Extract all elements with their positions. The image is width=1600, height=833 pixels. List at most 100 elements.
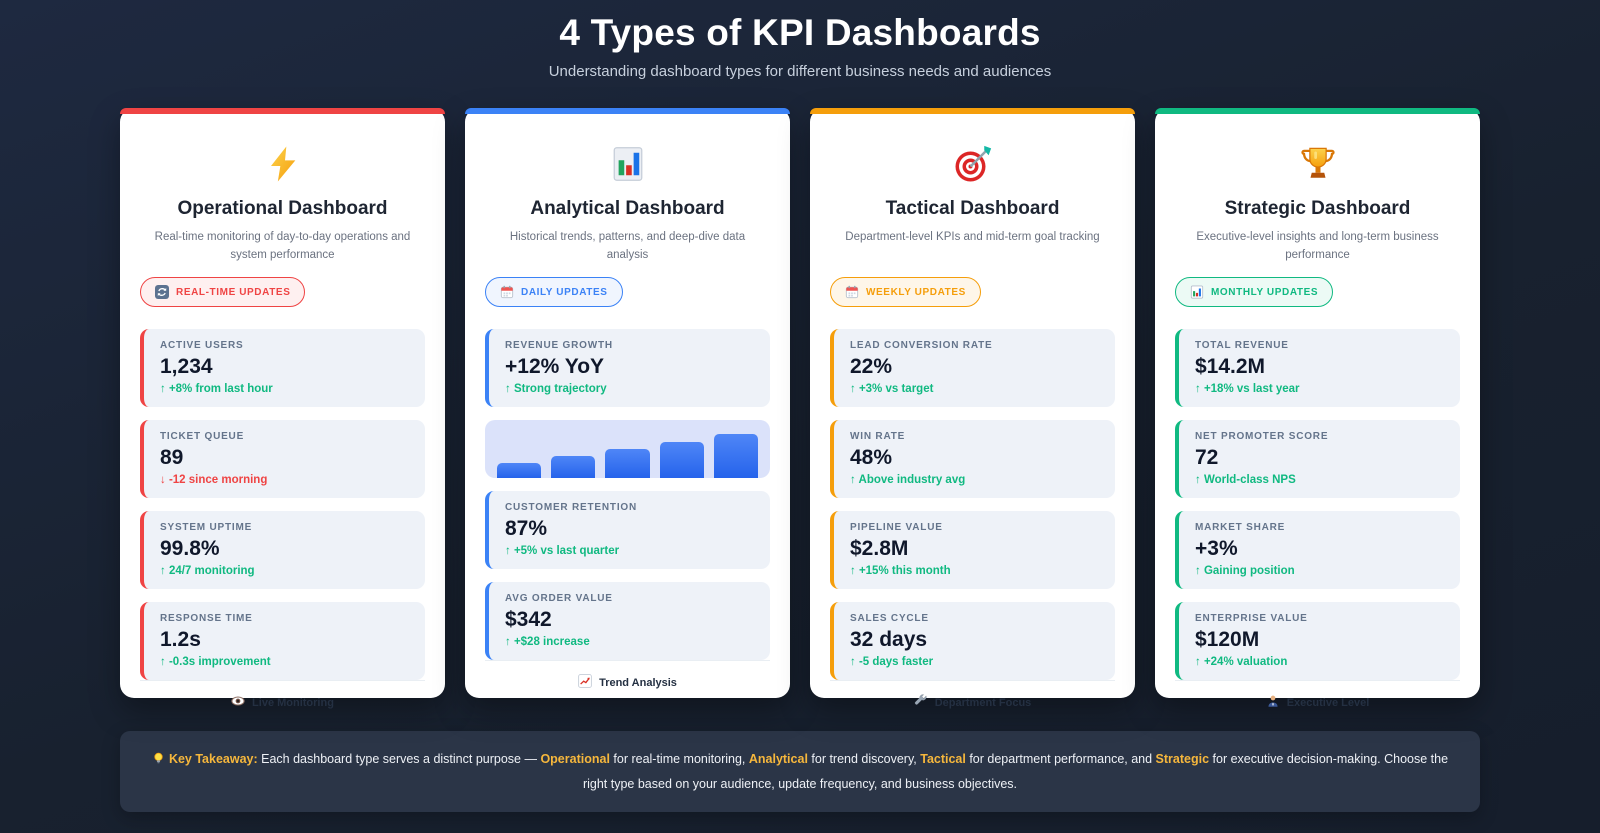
- update-frequency-badge: DAILY UPDATES: [485, 277, 623, 307]
- wrench-icon: [914, 694, 928, 711]
- executive-person-icon: [1266, 694, 1280, 711]
- card-description: Department-level KPIs and mid-term goal …: [845, 231, 1100, 243]
- metric-change: ↑ +18% vs last year: [1195, 383, 1300, 395]
- mini-bar-chart: [485, 420, 770, 478]
- takeaway-keyword-strategic: Strategic: [1155, 752, 1210, 766]
- badge-label: DAILY UPDATES: [521, 286, 608, 298]
- takeaway-keyword-tactical: Tactical: [920, 752, 966, 766]
- metric-label: SALES CYCLE: [850, 613, 929, 624]
- takeaway-text: for real-time monitoring,: [609, 752, 749, 766]
- mini-bar-chart-bars: [497, 430, 759, 478]
- takeaway-text: Each dashboard type serves a distinct pu…: [257, 752, 541, 766]
- card-description: Executive-level insights and long-term b…: [1196, 231, 1439, 261]
- card-accent-bar: [465, 108, 790, 114]
- metric-value: $342: [505, 608, 552, 631]
- metric-label: ENTERPRISE VALUE: [1195, 613, 1308, 624]
- metric-change: ↓ -12 since morning: [160, 474, 268, 486]
- bar-chart-icon: [608, 144, 648, 184]
- badge-label: MONTHLY UPDATES: [1211, 286, 1319, 298]
- takeaway-keyword-operational: Operational: [540, 752, 610, 766]
- card-footer-label: Department Focus: [934, 696, 1032, 709]
- calendar-icon: [845, 285, 859, 299]
- metric-value: 89: [160, 446, 184, 469]
- metric-value: 1.2s: [160, 628, 201, 651]
- metric-revenue-growth: REVENUE GROWTH +12% YoY ↑ Strong traject…: [485, 329, 770, 407]
- metric-value: 72: [1195, 446, 1219, 469]
- metric-value: +12% YoY: [505, 355, 605, 378]
- card-operational: Operational Dashboard Real-time monitori…: [120, 108, 445, 709]
- metric-label: MARKET SHARE: [1195, 522, 1286, 533]
- card-title: Tactical Dashboard: [885, 198, 1060, 219]
- metric-change: ↑ +8% from last hour: [160, 383, 273, 395]
- metric-label: PIPELINE VALUE: [850, 522, 943, 533]
- metric-lead-conversion-rate: LEAD CONVERSION RATE 22% ↑ +3% vs target: [830, 329, 1115, 407]
- card-title: Analytical Dashboard: [530, 198, 725, 219]
- metric-label: TOTAL REVENUE: [1195, 340, 1289, 351]
- takeaway-keyword-analytical: Analytical: [748, 752, 808, 766]
- metric-value: $14.2M: [1195, 355, 1266, 378]
- card-footer: Department Focus: [830, 680, 1115, 711]
- card-description: Historical trends, patterns, and deep-di…: [509, 231, 746, 261]
- card-tactical: Tactical Dashboard Department-level KPIs…: [810, 108, 1135, 709]
- page-title: 4 Types of KPI Dashboards: [559, 12, 1041, 53]
- metric-label: TICKET QUEUE: [160, 431, 245, 442]
- metric-total-revenue: TOTAL REVENUE $14.2M ↑ +18% vs last year: [1175, 329, 1460, 407]
- card-description: Real-time monitoring of day-to-day opera…: [154, 231, 411, 261]
- update-frequency-badge: REAL-TIME UPDATES: [140, 277, 306, 307]
- card-footer-label: Live Monitoring: [252, 696, 334, 709]
- metric-active-users: ACTIVE USERS 1,234 ↑ +8% from last hour: [140, 329, 425, 407]
- metric-change: ↑ +$28 increase: [505, 636, 590, 648]
- takeaway-text: for executive decision-making. Choose th…: [582, 752, 1449, 791]
- metric-label: SYSTEM UPTIME: [160, 522, 253, 533]
- metric-label: WIN RATE: [850, 431, 906, 442]
- metric-change: ↑ World-class NPS: [1195, 474, 1296, 486]
- card-strategic: Strategic Dashboard Executive-level insi…: [1155, 108, 1480, 709]
- metric-value: 99.8%: [160, 537, 220, 560]
- update-frequency-badge: MONTHLY UPDATES: [1175, 277, 1334, 307]
- takeaway-text: for department performance, and: [965, 752, 1156, 766]
- card-analytical: Analytical Dashboard Historical trends, …: [465, 108, 790, 698]
- metric-value: +3%: [1195, 537, 1238, 560]
- card-accent-bar: [810, 108, 1135, 114]
- page-header: 4 Types of KPI Dashboards Understanding …: [0, 0, 1600, 80]
- metric-label: RESPONSE TIME: [160, 613, 253, 624]
- metric-value: 48%: [850, 446, 893, 469]
- lightbulb-icon: [152, 750, 165, 773]
- metric-change: ↑ +15% this month: [850, 565, 951, 577]
- metrics-list: ACTIVE USERS 1,234 ↑ +8% from last hour …: [140, 329, 425, 680]
- card-footer: Executive Level: [1175, 680, 1460, 711]
- metric-change: ↑ Above industry avg: [850, 474, 966, 486]
- key-takeaway-banner: Key Takeaway: Each dashboard type serves…: [120, 731, 1480, 812]
- metric-response-time: RESPONSE TIME 1.2s ↑ -0.3s improvement: [140, 602, 425, 680]
- metric-change: ↑ -0.3s improvement: [160, 656, 271, 668]
- metric-change: ↑ Gaining position: [1195, 565, 1295, 577]
- update-frequency-badge: WEEKLY UPDATES: [830, 277, 981, 307]
- metric-change: ↑ Strong trajectory: [505, 383, 607, 395]
- metric-label: ACTIVE USERS: [160, 340, 244, 351]
- metric-customer-retention: CUSTOMER RETENTION 87% ↑ +5% vs last qua…: [485, 491, 770, 569]
- badge-label: WEEKLY UPDATES: [866, 286, 966, 298]
- metric-label: REVENUE GROWTH: [505, 340, 613, 351]
- trend-up-icon: [578, 674, 592, 691]
- card-footer-label: Executive Level: [1286, 696, 1370, 709]
- eye-icon: [231, 694, 245, 711]
- metric-value: 22%: [850, 355, 893, 378]
- takeaway-text: for trend discovery,: [807, 752, 921, 766]
- takeaway-prefix: Key Takeaway:: [168, 752, 258, 766]
- metric-pipeline-value: PIPELINE VALUE $2.8M ↑ +15% this month: [830, 511, 1115, 589]
- metric-label: CUSTOMER RETENTION: [505, 502, 637, 513]
- metrics-list: LEAD CONVERSION RATE 22% ↑ +3% vs target…: [830, 329, 1115, 680]
- metric-label: NET PROMOTER SCORE: [1195, 431, 1329, 442]
- refresh-icon: [155, 285, 169, 299]
- lightning-icon: [263, 144, 303, 184]
- metric-value: $120M: [1195, 628, 1260, 651]
- card-accent-bar: [1155, 108, 1480, 114]
- metric-value: 87%: [505, 517, 548, 540]
- metrics-list: REVENUE GROWTH +12% YoY ↑ Strong traject…: [485, 329, 770, 660]
- metric-system-uptime: SYSTEM UPTIME 99.8% ↑ 24/7 monitoring: [140, 511, 425, 589]
- target-icon: [953, 144, 993, 184]
- card-footer: Live Monitoring: [140, 680, 425, 711]
- metric-win-rate: WIN RATE 48% ↑ Above industry avg: [830, 420, 1115, 498]
- metric-market-share: MARKET SHARE +3% ↑ Gaining position: [1175, 511, 1460, 589]
- metrics-list: TOTAL REVENUE $14.2M ↑ +18% vs last year…: [1175, 329, 1460, 680]
